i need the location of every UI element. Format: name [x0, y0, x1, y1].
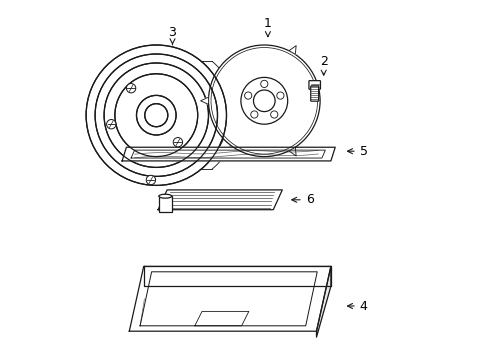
Polygon shape: [288, 46, 296, 54]
Text: 6: 6: [291, 193, 313, 206]
Circle shape: [208, 45, 320, 157]
Circle shape: [106, 120, 116, 129]
Text: 1: 1: [264, 17, 271, 37]
Circle shape: [86, 45, 226, 185]
Polygon shape: [200, 97, 208, 104]
Circle shape: [173, 138, 182, 147]
Text: 2: 2: [319, 55, 327, 75]
Ellipse shape: [159, 194, 171, 198]
FancyBboxPatch shape: [308, 81, 320, 89]
Polygon shape: [129, 266, 330, 331]
Polygon shape: [158, 190, 282, 210]
Polygon shape: [143, 266, 330, 286]
Text: 5: 5: [347, 145, 367, 158]
Circle shape: [146, 175, 155, 185]
Polygon shape: [288, 147, 296, 156]
Text: 4: 4: [347, 300, 367, 312]
Circle shape: [126, 84, 136, 93]
Polygon shape: [316, 266, 330, 337]
FancyBboxPatch shape: [310, 86, 318, 101]
Polygon shape: [122, 147, 335, 161]
Text: 3: 3: [168, 26, 176, 45]
Bar: [159, 196, 171, 212]
